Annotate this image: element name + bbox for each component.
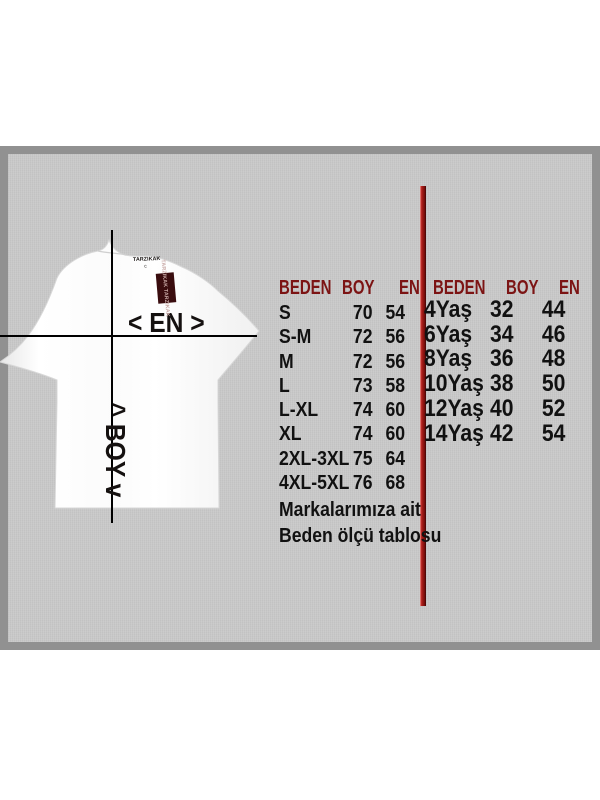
svg-text:C: C <box>144 265 147 269</box>
svg-text:TARZIKAK: TARZIKAK <box>133 256 161 263</box>
svg-text:^ BOY v: ^ BOY v <box>100 403 132 498</box>
